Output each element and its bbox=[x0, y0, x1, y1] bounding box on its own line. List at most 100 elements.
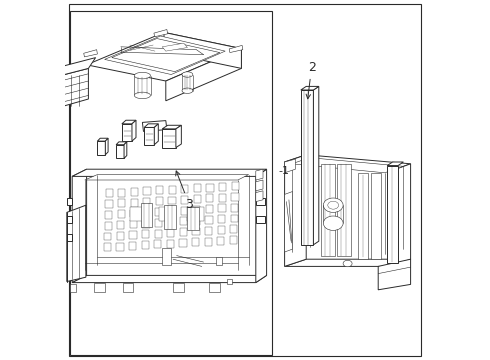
Polygon shape bbox=[256, 180, 263, 191]
Polygon shape bbox=[206, 205, 213, 213]
Polygon shape bbox=[256, 169, 267, 283]
Polygon shape bbox=[155, 230, 162, 238]
Polygon shape bbox=[130, 207, 146, 221]
Polygon shape bbox=[391, 164, 411, 266]
Polygon shape bbox=[285, 192, 293, 252]
Polygon shape bbox=[98, 138, 108, 141]
Polygon shape bbox=[169, 197, 175, 204]
Polygon shape bbox=[292, 158, 403, 173]
Polygon shape bbox=[167, 229, 174, 237]
Polygon shape bbox=[256, 191, 263, 202]
Polygon shape bbox=[72, 275, 267, 283]
Polygon shape bbox=[156, 197, 163, 205]
Polygon shape bbox=[67, 205, 86, 282]
Polygon shape bbox=[219, 204, 225, 212]
Polygon shape bbox=[105, 200, 113, 208]
Polygon shape bbox=[314, 86, 319, 245]
Polygon shape bbox=[219, 194, 226, 202]
Polygon shape bbox=[154, 124, 158, 145]
Polygon shape bbox=[187, 207, 199, 230]
Polygon shape bbox=[87, 32, 242, 81]
Polygon shape bbox=[162, 248, 171, 265]
Polygon shape bbox=[168, 207, 175, 215]
Polygon shape bbox=[156, 186, 163, 194]
Ellipse shape bbox=[323, 198, 343, 212]
Polygon shape bbox=[176, 125, 181, 148]
Polygon shape bbox=[187, 207, 204, 221]
Polygon shape bbox=[144, 187, 151, 195]
Polygon shape bbox=[141, 203, 152, 227]
Polygon shape bbox=[180, 207, 188, 215]
Polygon shape bbox=[371, 173, 381, 259]
Polygon shape bbox=[85, 175, 248, 180]
Polygon shape bbox=[130, 210, 137, 217]
Polygon shape bbox=[162, 129, 176, 148]
Polygon shape bbox=[118, 199, 125, 207]
Polygon shape bbox=[179, 239, 187, 247]
Text: -1: -1 bbox=[278, 166, 289, 176]
Polygon shape bbox=[67, 234, 72, 241]
Polygon shape bbox=[301, 86, 319, 90]
Polygon shape bbox=[231, 215, 238, 222]
Polygon shape bbox=[159, 207, 175, 221]
Polygon shape bbox=[104, 36, 225, 75]
Polygon shape bbox=[155, 219, 162, 227]
Polygon shape bbox=[205, 238, 212, 246]
Polygon shape bbox=[256, 198, 265, 205]
Polygon shape bbox=[230, 225, 238, 233]
Polygon shape bbox=[63, 68, 88, 106]
Polygon shape bbox=[105, 138, 108, 155]
Polygon shape bbox=[130, 220, 137, 228]
Polygon shape bbox=[72, 169, 267, 176]
Polygon shape bbox=[143, 121, 167, 131]
Polygon shape bbox=[337, 164, 351, 256]
Polygon shape bbox=[118, 189, 125, 197]
Polygon shape bbox=[94, 283, 104, 292]
Polygon shape bbox=[67, 198, 72, 205]
Polygon shape bbox=[154, 30, 168, 37]
Polygon shape bbox=[129, 242, 136, 250]
Polygon shape bbox=[166, 49, 242, 101]
Polygon shape bbox=[116, 142, 127, 145]
Polygon shape bbox=[117, 232, 124, 240]
Polygon shape bbox=[193, 228, 199, 235]
Polygon shape bbox=[142, 241, 149, 249]
Polygon shape bbox=[219, 183, 226, 191]
Polygon shape bbox=[256, 216, 265, 223]
Polygon shape bbox=[232, 182, 239, 190]
Polygon shape bbox=[173, 283, 184, 292]
Polygon shape bbox=[194, 195, 201, 203]
Polygon shape bbox=[218, 226, 225, 234]
Ellipse shape bbox=[343, 260, 352, 267]
Polygon shape bbox=[144, 127, 154, 145]
Polygon shape bbox=[132, 120, 136, 141]
Polygon shape bbox=[104, 243, 111, 251]
Polygon shape bbox=[118, 210, 125, 218]
Polygon shape bbox=[231, 204, 238, 212]
Polygon shape bbox=[217, 237, 224, 245]
Polygon shape bbox=[122, 120, 136, 124]
Polygon shape bbox=[209, 283, 220, 292]
Polygon shape bbox=[98, 141, 105, 155]
Polygon shape bbox=[71, 284, 76, 292]
Polygon shape bbox=[164, 32, 242, 68]
Polygon shape bbox=[227, 279, 232, 284]
Polygon shape bbox=[84, 50, 98, 57]
Polygon shape bbox=[63, 58, 96, 75]
Polygon shape bbox=[72, 169, 87, 283]
Text: 2: 2 bbox=[306, 61, 316, 99]
Polygon shape bbox=[143, 198, 150, 206]
Polygon shape bbox=[167, 240, 174, 248]
Polygon shape bbox=[131, 188, 138, 196]
Polygon shape bbox=[105, 211, 112, 219]
Polygon shape bbox=[285, 259, 411, 266]
Polygon shape bbox=[143, 220, 149, 228]
Polygon shape bbox=[142, 230, 149, 238]
Polygon shape bbox=[231, 193, 239, 201]
Polygon shape bbox=[181, 185, 189, 193]
Polygon shape bbox=[180, 228, 187, 236]
Polygon shape bbox=[106, 189, 113, 197]
Polygon shape bbox=[162, 125, 181, 129]
Polygon shape bbox=[122, 283, 133, 292]
Polygon shape bbox=[143, 209, 150, 217]
